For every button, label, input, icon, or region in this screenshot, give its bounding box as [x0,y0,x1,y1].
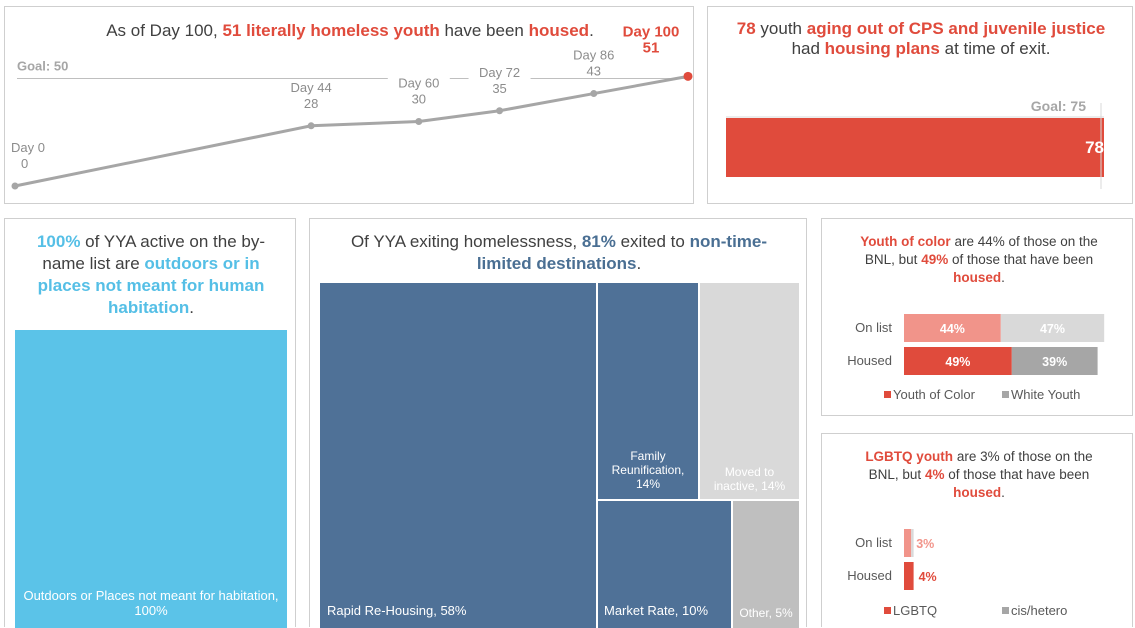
treemap-tile-moved-inactive: Moved to inactive, 14% [700,283,799,499]
data-point [590,90,598,98]
data-point [11,182,19,190]
point-value-label: 35 [492,81,506,96]
active-yya-title: 100% of YYA active on the by-name list a… [36,232,266,318]
goal-label: Goal: 50 [17,59,68,74]
legend-swatch [884,607,891,614]
bar-segment [904,562,914,590]
label-backdrop [280,79,343,110]
legend-swatch [1002,391,1009,398]
data-point [496,107,504,115]
bar-value-label: 44% [940,322,965,336]
lgbtq-title: LGBTQ youth are 3% of those on the BNL, … [865,449,1093,501]
category-label: Housed [847,353,892,368]
label-backdrop [468,64,531,95]
label-backdrop [618,24,680,55]
data-point [307,122,315,130]
treemap-tile-rapid-rehousing: Rapid Re-Housing, 58% [320,283,596,628]
legend-label: White Youth [1011,387,1080,402]
lgbtq-panel: LGBTQ youth are 3% of those on the BNL, … [821,433,1133,627]
active-yya-panel: 100% of YYA active on the by-name list a… [4,218,296,628]
point-day-label: Day 0 [11,140,45,155]
point-value-label: 0 [21,156,28,171]
point-day-label: Day 60 [398,76,439,91]
bar-segment [904,314,1001,342]
exit-destinations-panel: Of YYA exiting homelessness, 81% exited … [309,218,807,628]
value-bar [726,118,1104,177]
label-backdrop [562,47,625,78]
treemap-tile-other: Other, 5% [733,501,799,628]
aging-out-bar-chart: Goal: 75 78 [726,98,1104,189]
treemap-tile-outdoors: Outdoors or Places not meant for habitat… [15,330,287,628]
point-value-label: 51 [643,39,660,56]
bar-segment [911,529,914,557]
series-line [14,74,689,188]
treemap-tile-market-rate: Market Rate, 10% [598,501,731,628]
bar-segment [1011,347,1098,375]
bar-value-label: 49% [945,355,970,369]
treemap-tile-family-reunification: Family Reunification, 14% [598,283,698,499]
bar-segment [1000,314,1105,342]
data-point [683,71,693,81]
bar-segment [904,529,912,557]
bar-value-label: 39% [1042,355,1067,369]
point-value-label: 43 [587,64,601,79]
lgbtq-bar-chart: On list 3% Housed 4% LGBTQ cis/hetero [847,529,1067,618]
bar-value-label: 47% [1040,322,1065,336]
youth-of-color-bar-chart: On list 44% 47% Housed 49% 39% Youth of Color W… [847,314,1105,402]
point-day-label: Day 100 [623,23,680,40]
housed-progress-panel: As of Day 100, 51 literally homeless you… [4,6,694,204]
category-label: Housed [847,568,892,583]
point-day-label: Day 72 [479,65,520,80]
bar-value-label: 3% [916,537,934,551]
aging-out-title: 78 youth aging out of CPS and juvenile j… [736,19,1106,59]
goal-label: Goal: 75 [1031,98,1086,114]
youth-of-color-title: Youth of color are 44% of those on the B… [860,234,1098,286]
data-point [415,118,423,125]
legend-swatch [884,391,891,398]
label-backdrop [6,140,68,170]
legend-label: cis/hetero [1011,603,1067,618]
point-day-label: Day 44 [291,80,332,95]
category-label: On list [855,535,892,550]
legend-swatch [1002,607,1009,614]
point-day-label: Day 86 [573,48,614,63]
label-backdrop [387,75,450,106]
youth-of-color-panel: Youth of color are 44% of those on the B… [821,218,1133,416]
bar-value-label: 4% [919,570,937,584]
exit-destinations-title: Of YYA exiting homelessness, 81% exited … [350,232,768,274]
legend-label: LGBTQ [893,603,937,618]
bar-value-label: 78 [1085,138,1104,157]
treemap-tile-label: Outdoors or Places not meant for habitat… [23,588,279,618]
point-value-label: 28 [304,96,318,111]
housed-progress-title: As of Day 100, 51 literally homeless you… [106,21,594,40]
category-label: On list [855,320,892,335]
bar-segment [904,347,1012,375]
legend-label: Youth of Color [893,387,976,402]
point-value-label: 30 [412,92,426,107]
aging-out-panel: 78 youth aging out of CPS and juvenile j… [707,6,1133,204]
